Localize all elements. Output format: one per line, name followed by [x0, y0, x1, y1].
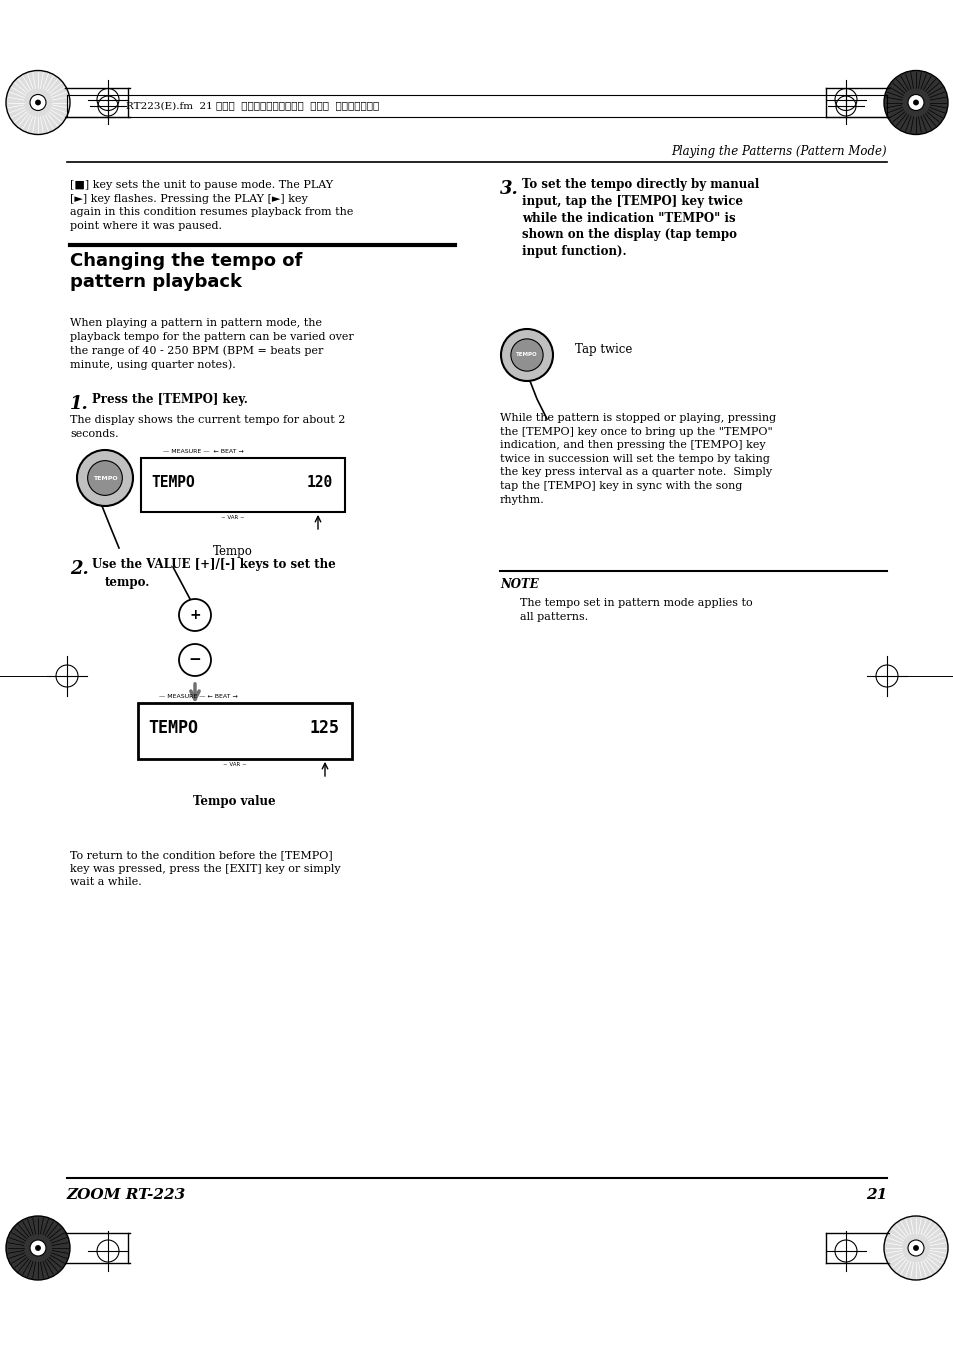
- Circle shape: [907, 95, 923, 111]
- Circle shape: [500, 330, 553, 381]
- Circle shape: [35, 1246, 41, 1251]
- Circle shape: [912, 1246, 918, 1251]
- Text: 120: 120: [307, 476, 333, 490]
- Text: Tempo value: Tempo value: [193, 794, 275, 808]
- Text: 2.: 2.: [70, 561, 89, 578]
- Text: [■] key sets the unit to pause mode. The PLAY
[►] key flashes. Pressing the PLAY: [■] key sets the unit to pause mode. The…: [70, 180, 353, 231]
- Circle shape: [883, 70, 947, 135]
- Text: ZOOM RT-223: ZOOM RT-223: [67, 1188, 186, 1202]
- Text: To return to the condition before the [TEMPO]
key was pressed, press the [EXIT] : To return to the condition before the [T…: [70, 850, 340, 888]
- Text: TEMPO: TEMPO: [516, 353, 537, 358]
- Circle shape: [88, 461, 122, 496]
- Text: The tempo set in pattern mode applies to
all patterns.: The tempo set in pattern mode applies to…: [519, 598, 752, 621]
- Circle shape: [912, 100, 918, 105]
- Circle shape: [6, 1216, 70, 1279]
- Circle shape: [77, 450, 132, 507]
- FancyBboxPatch shape: [141, 458, 345, 512]
- Text: 125: 125: [310, 719, 339, 738]
- Text: tempo.: tempo.: [105, 576, 151, 589]
- Circle shape: [30, 1240, 46, 1256]
- Text: 1.: 1.: [70, 394, 89, 413]
- Text: TEMPO: TEMPO: [151, 476, 194, 490]
- Text: TEMPO: TEMPO: [148, 719, 198, 738]
- Text: Tempo: Tempo: [213, 544, 253, 558]
- Text: Changing the tempo of
pattern playback: Changing the tempo of pattern playback: [70, 253, 302, 290]
- Text: 3.: 3.: [499, 180, 518, 199]
- Text: — MEASURE — ← BEAT →: — MEASURE — ← BEAT →: [159, 694, 238, 698]
- Circle shape: [511, 339, 542, 372]
- Circle shape: [30, 95, 46, 111]
- Text: The display shows the current tempo for about 2
seconds.: The display shows the current tempo for …: [70, 415, 345, 439]
- Text: Use the VALUE [+]/[-] keys to set the: Use the VALUE [+]/[-] keys to set the: [91, 558, 335, 571]
- Text: — MEASURE —  ← BEAT →: — MEASURE — ← BEAT →: [162, 449, 243, 454]
- Text: ~ VAR ~: ~ VAR ~: [221, 515, 245, 520]
- Circle shape: [35, 100, 41, 105]
- Text: ~ VAR ~: ~ VAR ~: [222, 762, 246, 767]
- FancyBboxPatch shape: [138, 703, 352, 759]
- Circle shape: [6, 70, 70, 135]
- Text: Tap twice: Tap twice: [575, 343, 632, 357]
- Text: +: +: [189, 608, 200, 621]
- Circle shape: [907, 1240, 923, 1256]
- Text: TEMPO: TEMPO: [92, 476, 117, 481]
- Text: RT223(E).fm  21 ページ  ２００５年５月２６日  木曜日  午後１２時３分: RT223(E).fm 21 ページ ２００５年５月２６日 木曜日 午後１２時３…: [126, 101, 379, 111]
- Text: To set the tempo directly by manual
input, tap the [TEMPO] key twice
while the i: To set the tempo directly by manual inpu…: [521, 178, 759, 258]
- Text: Press the [TEMPO] key.: Press the [TEMPO] key.: [91, 393, 248, 407]
- Text: While the pattern is stopped or playing, pressing
the [TEMPO] key once to bring : While the pattern is stopped or playing,…: [499, 413, 776, 505]
- Circle shape: [883, 1216, 947, 1279]
- Text: 21: 21: [864, 1188, 886, 1202]
- Text: When playing a pattern in pattern mode, the
playback tempo for the pattern can b: When playing a pattern in pattern mode, …: [70, 317, 354, 370]
- Text: −: −: [189, 653, 201, 667]
- Text: NOTE: NOTE: [499, 578, 538, 590]
- Text: Playing the Patterns (Pattern Mode): Playing the Patterns (Pattern Mode): [671, 146, 886, 158]
